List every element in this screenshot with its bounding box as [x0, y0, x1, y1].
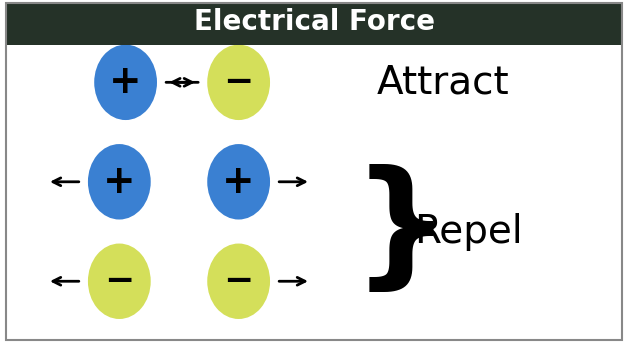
Text: Repel: Repel [414, 213, 523, 250]
FancyBboxPatch shape [6, 3, 622, 45]
Ellipse shape [94, 45, 157, 120]
Ellipse shape [207, 144, 270, 220]
Text: +: + [109, 63, 142, 101]
Text: −: − [104, 264, 134, 298]
Text: Attract: Attract [377, 63, 509, 101]
Text: }: } [352, 164, 450, 299]
Ellipse shape [207, 45, 270, 120]
Text: +: + [103, 163, 136, 201]
Ellipse shape [207, 244, 270, 319]
Text: Electrical Force: Electrical Force [193, 8, 435, 36]
Ellipse shape [88, 244, 151, 319]
Text: +: + [222, 163, 255, 201]
Text: −: − [224, 65, 254, 99]
Ellipse shape [88, 144, 151, 220]
Text: −: − [224, 264, 254, 298]
